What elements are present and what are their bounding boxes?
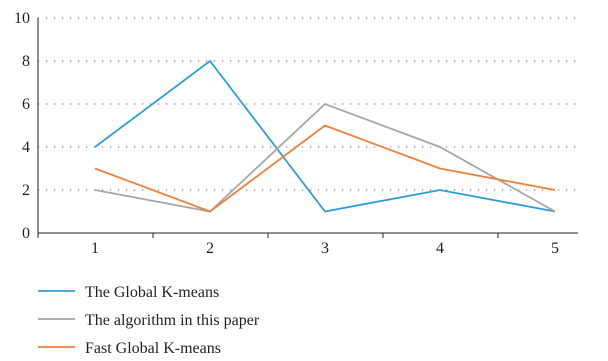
series-line bbox=[94, 102, 556, 213]
y-tick-label: 2 bbox=[22, 182, 30, 199]
legend-label: Fast Global K-means bbox=[85, 340, 221, 356]
x-tick-label: 4 bbox=[436, 240, 444, 257]
y-tick-label: 8 bbox=[22, 53, 30, 70]
legend: The Global K-means The algorithm in this … bbox=[38, 284, 260, 357]
legend-label: The Global K-means bbox=[85, 284, 219, 301]
y-tick-label: 10 bbox=[14, 10, 30, 27]
x-tick-label: 1 bbox=[91, 240, 99, 257]
series-lines bbox=[94, 59, 556, 213]
legend-label: The algorithm in this paper bbox=[85, 312, 260, 329]
x-tick-label: 3 bbox=[321, 240, 329, 257]
series-line bbox=[94, 124, 556, 213]
gridlines bbox=[38, 17, 578, 191]
y-tick-label: 0 bbox=[22, 225, 30, 242]
x-tick-label: 5 bbox=[551, 240, 559, 257]
x-tick-label: 2 bbox=[206, 240, 214, 257]
series-line bbox=[94, 59, 556, 213]
y-tick-label: 4 bbox=[22, 139, 30, 156]
y-tick-label: 6 bbox=[22, 96, 30, 113]
